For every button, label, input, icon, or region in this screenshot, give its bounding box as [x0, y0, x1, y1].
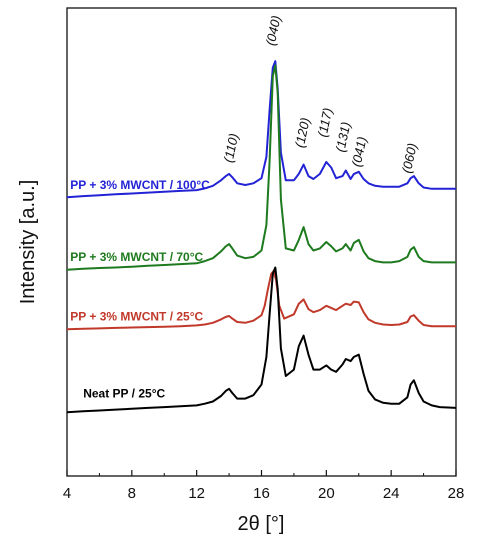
x-tick-label: 24 — [383, 485, 400, 502]
peak-labels: (110) (040) (120) (117)(131)(041) (060) — [221, 14, 420, 174]
x-tick-label: 28 — [448, 485, 465, 502]
peak-label: (131) — [332, 121, 353, 154]
x-axis-title: 2θ [°] — [238, 513, 285, 535]
series-label: PP + 3% MWCNT / 25°C — [70, 310, 203, 324]
series-label: PP + 3% MWCNT / 100°C — [70, 178, 210, 192]
series-line — [66, 64, 456, 271]
peak-label: (120) — [292, 116, 313, 149]
peak-label: (117) — [315, 107, 336, 139]
plot-frame — [66, 7, 457, 477]
y-axis-title: Intensity [a.u.] — [17, 180, 39, 305]
x-axis-ticks: 4 8 12 16 20 24 28 — [63, 470, 465, 502]
series-labels: PP + 3% MWCNT / 100°C PP + 3% MWCNT / 70°… — [70, 178, 210, 400]
series-line — [66, 60, 456, 199]
peak-label: (060) — [399, 142, 420, 175]
x-tick-label: 8 — [128, 485, 136, 502]
x-tick-label: 20 — [318, 485, 335, 502]
x-tick-label: 16 — [253, 485, 270, 502]
peak-label: (110) — [221, 132, 242, 164]
series-line — [66, 266, 457, 414]
series-label: Neat PP / 25°C — [83, 386, 165, 400]
series-label: PP + 3% MWCNT / 70°C — [70, 250, 203, 264]
x-tick-label: 4 — [63, 485, 71, 502]
peak-label: (041) — [349, 135, 370, 168]
peak-label: (040) — [263, 14, 284, 47]
series-line — [66, 269, 456, 331]
series-group — [66, 60, 457, 414]
x-tick-label: 12 — [188, 485, 205, 502]
